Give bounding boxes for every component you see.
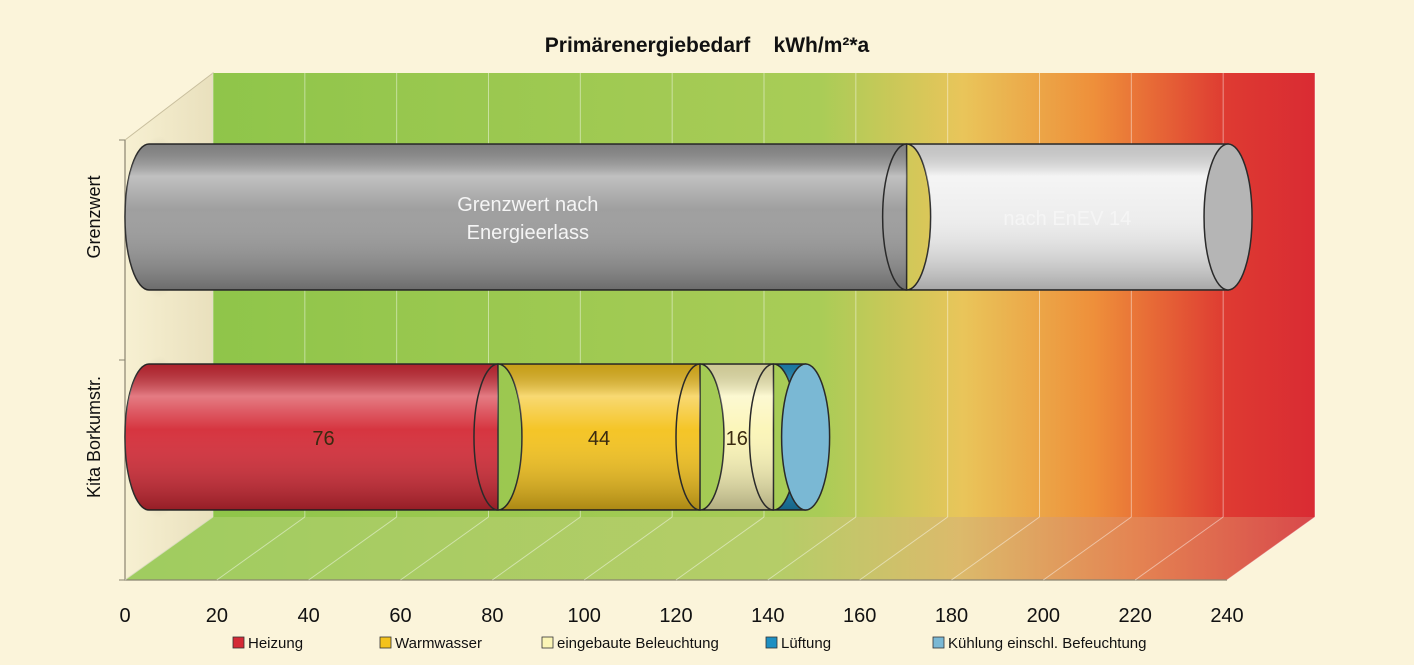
grid-line-floor-80 [492,516,581,581]
x-axis-tick-labels: 0 20 40 60 80 100 120 140 160 180 200 220 240 [119,605,1243,627]
bar-1-segment-1-label: 44 [588,428,610,450]
bar-1-segment-0-label: 76 [312,428,334,450]
x-tick-label-20: 20 [206,605,228,627]
legend-swatch-4 [932,636,945,649]
bar-1-segment-3-edge [748,363,774,511]
grid-line-floor-0 [124,516,214,581]
chart-title: Primärenergiebedarf kWh/m²*a [545,34,870,57]
bar-0: Grenzwert nach Energieerlass nach EnEV 14 [124,136,1253,298]
bar-1-segment-1-edge [473,363,499,511]
legend-label-0: Heizung [248,635,303,652]
bar-1-end-cap [780,363,831,511]
grid-line-floor-200 [1043,516,1132,581]
x-tick-label-180: 180 [935,605,968,627]
legend-label-4: Kühlung einschl. Befeuchtung [948,635,1146,652]
x-tick-label-240: 240 [1210,605,1243,627]
bar-0-segment-0-label: Energieerlass [467,222,589,244]
grid-line-floor-40 [308,516,397,581]
bar-1-segment-0-shade [125,364,498,510]
grid-line-floor-60 [400,516,489,581]
grid-line-floor-140 [767,516,857,581]
bar-1-segment-2-label: 16 [726,428,748,450]
floor [125,517,1315,580]
legend-label-3: Lüftung [781,635,831,652]
grid-line-floor-20 [216,516,306,581]
bars: Grenzwert nach Energieerlass nach EnEV 14 7… [124,136,1253,518]
bar-1: 7644167 [124,356,831,518]
grid-line-floor-120 [675,516,765,581]
x-tick-label-160: 160 [843,605,876,627]
x-tick-label-200: 200 [1027,605,1060,627]
bar-0-segment-0-label: Grenzwert nach [457,194,598,216]
legend-swatch-0 [232,636,245,649]
legend: Heizung Warmwasser eingebaute Beleuchtung L… [232,635,1146,652]
y-category-label-1: Kita Borkumstr. [84,376,104,498]
legend-swatch-1 [379,636,392,649]
grid-line-floor-180 [951,516,1040,581]
grid-line-floor-160 [859,516,948,581]
bar-0-segment-1-label: nach EnEV 14 [1003,208,1131,230]
bar-0-end-cap [1203,143,1253,291]
legend-label-2: eingebaute Beleuchtung [557,635,719,652]
legend-swatch-2 [541,636,554,649]
x-tick-label-40: 40 [298,605,320,627]
bar-0-segment-1-edge [881,143,907,291]
y-axis-category-labels: Grenzwert Kita Borkumstr. [84,175,104,498]
bar-1-segment-2-shade [700,364,774,510]
grid-line-floor-100 [583,516,673,581]
x-tick-label-120: 120 [659,605,692,627]
x-tick-label-220: 220 [1118,605,1151,627]
bar-0-segment-0-shade [125,144,907,290]
bar-0-segment-1-shade [906,144,1229,290]
x-tick-label-0: 0 [119,605,130,627]
x-tick-label-100: 100 [567,605,600,627]
bar-1-segment-2-edge [675,363,701,511]
bar-1-segment-1-shade [497,364,700,510]
legend-swatch-3 [765,636,778,649]
legend-label-1: Warmwasser [395,635,482,652]
grid-line-floor-220 [1134,516,1224,581]
y-category-label-0: Grenzwert [84,175,104,258]
x-tick-label-60: 60 [389,605,411,627]
grid-line-floor-240 [1226,516,1316,581]
x-tick-label-140: 140 [751,605,784,627]
x-tick-label-80: 80 [481,605,503,627]
